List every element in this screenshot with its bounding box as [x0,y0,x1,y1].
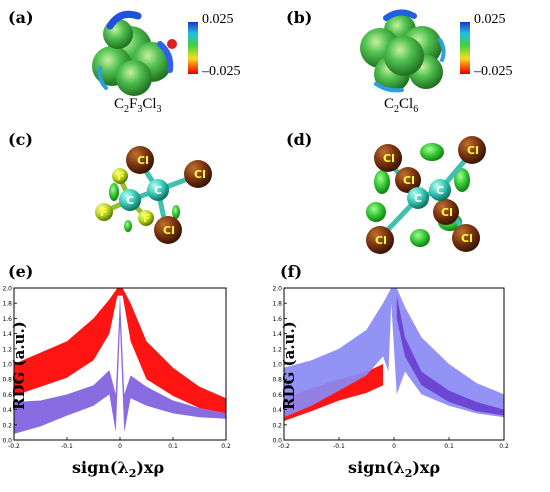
x-tick-label: 0.1 [168,443,178,450]
y-tick-label: 0.0 [272,438,282,445]
y-tick-label: 1.2 [272,346,282,353]
panel-label-a: (a) [8,8,34,27]
colorbar-b-max: 0.025 [474,12,506,27]
xlabel-part: )xρ [136,458,165,477]
panel-label-d: (d) [286,130,313,149]
y-tick-label: 2.0 [2,286,12,293]
y-tick-label: 0.6 [272,392,282,399]
panel-label-e: (e) [8,262,34,281]
y-tick-label: 0.4 [2,407,12,414]
y-tick-label: 0.0 [2,438,12,445]
atom-label-cl: Cl [383,152,395,165]
atom-label-cl: Cl [163,224,175,237]
formula-a-part: Cl [142,96,157,112]
x-tick-label: 0 [118,443,122,450]
panel-label-f: (f) [280,262,303,281]
formula-a-sub: 2 [124,104,130,115]
xlabel-f: sign(λ2)xρ [348,458,440,480]
series-band-1 [14,295,226,434]
y-tick-label: 2.0 [272,286,282,293]
y-tick-label: 0.2 [272,422,282,429]
x-tick-label: 0.2 [221,443,231,450]
x-tick-label: -0.2 [278,443,290,450]
colorbar-a-max: 0.025 [202,12,234,27]
y-tick-label: 1.0 [2,362,12,369]
colorbar-a [188,22,198,74]
y-tick-label: 0.8 [2,377,12,384]
y-tick-label: 1.4 [272,331,282,338]
colorbar-a-min: –0.025 [202,64,241,79]
colorbar-b-min: –0.025 [474,64,513,79]
y-tick-label: 0.6 [2,392,12,399]
atom-label-cl: Cl [403,174,415,187]
y-tick-label: 1.2 [2,346,12,353]
y-tick-label: 1.4 [2,331,12,338]
atom-label-f: F [100,206,108,219]
xlabel-sub: 2 [128,467,137,481]
atom-label-cl: Cl [461,232,473,245]
x-tick-label: -0.1 [61,443,73,450]
atom-label-cl: Cl [137,154,149,167]
formula-b-sub: 2 [394,104,400,115]
formula-a: C2F3Cl3 [114,96,162,115]
atom-label-cl: Cl [467,144,479,157]
esp-surface-b [360,9,446,93]
formula-b-part: Cl [399,96,414,112]
series-band-2 [396,295,504,416]
y-tick-label: 1.8 [2,301,12,308]
formula-a-sub: 3 [137,104,143,115]
colorbar-b [460,22,470,74]
y-tick-label: 1.0 [272,362,282,369]
atom-label-c: C [436,184,444,197]
rdg-chart-f: 0.0 0.2 0.4 0.6 0.8 1.0 1.2 1.4 1.6 1.8 2.0 -0.2 -0.… [272,286,509,451]
molecule-c-labels: Cl Cl Cl F F F C C [100,154,206,237]
atom-label-c: C [126,194,134,207]
atom-label-cl: Cl [441,206,453,219]
atom-label-c: C [154,184,162,197]
y-tick-label: 1.6 [2,316,12,323]
y-tick-label: 0.2 [2,422,12,429]
x-tick-label: 0 [392,443,396,450]
y-tick-label: 1.6 [272,316,282,323]
x-tick-label: -0.2 [8,443,20,450]
x-tick-label: 0.1 [444,443,454,450]
molecule-c [95,146,212,244]
formula-b-part: C [384,96,395,112]
xlabel-part: sign(λ [348,458,405,477]
y-tick-label: 0.4 [272,407,282,414]
ylabel-f: RDG (a.u.) [280,321,298,410]
molecule-d [366,136,486,254]
rdg-chart-e: 0.0 0.2 0.4 0.6 0.8 1.0 1.2 1.4 1.6 1.8 2.0 -0.2 -0.… [2,286,231,451]
formula-b: C2Cl6 [384,96,418,115]
formula-b-sub: 6 [413,104,419,115]
esp-surface-a [92,10,177,96]
x-tick-label: -0.1 [333,443,345,450]
molecule-d-labels: Cl Cl Cl Cl Cl Cl C C [375,144,479,247]
formula-a-part: C [114,96,125,112]
xlabel-e: sign(λ2)xρ [72,458,164,480]
atom-label-c: C [414,192,422,205]
atom-label-cl: Cl [194,168,206,181]
x-tick-label: 0.2 [499,443,509,450]
atom-label-cl: Cl [375,234,387,247]
panel-label-b: (b) [286,8,313,27]
xlabel-sub: 2 [404,467,413,481]
y-tick-label: 1.8 [272,301,282,308]
xlabel-part: sign(λ [72,458,129,477]
atom-label-f: F [117,170,125,183]
panel-label-c: (c) [8,130,33,149]
formula-a-sub: 3 [156,104,162,115]
atom-label-f: F [143,212,151,225]
ylabel-e: RDG (a.u.) [10,321,28,410]
series-band-1 [284,288,504,418]
y-tick-label: 0.8 [272,377,282,384]
molecule-illustrations: Cl Cl Cl F F F C C Cl Cl Cl Cl [92,9,486,254]
formula-a-part: F [129,96,138,112]
xlabel-part: )xρ [412,458,441,477]
series-band-0 [14,288,226,414]
